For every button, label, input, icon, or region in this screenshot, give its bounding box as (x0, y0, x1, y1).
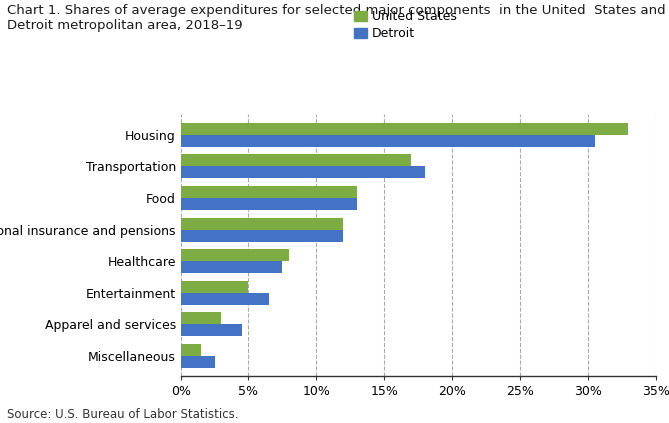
Bar (181, 217, 343, 230)
Bar (181, 281, 248, 293)
Text: Chart 1. Shares of average expenditures for selected major components  in the Un: Chart 1. Shares of average expenditures … (7, 4, 665, 32)
Bar (181, 261, 282, 273)
Bar (181, 166, 425, 179)
Bar (181, 186, 357, 198)
Bar (181, 324, 242, 336)
Bar (181, 198, 357, 210)
Bar (181, 293, 269, 305)
Text: Source: U.S. Bureau of Labor Statistics.: Source: U.S. Bureau of Labor Statistics. (7, 408, 238, 421)
Bar (181, 230, 343, 242)
Bar (181, 344, 201, 356)
Bar (181, 249, 289, 261)
Bar (181, 312, 221, 324)
Bar (181, 356, 215, 368)
Bar (181, 135, 595, 147)
Legend: United States, Detroit: United States, Detroit (354, 11, 456, 40)
Bar (181, 154, 411, 166)
Bar (181, 123, 628, 135)
